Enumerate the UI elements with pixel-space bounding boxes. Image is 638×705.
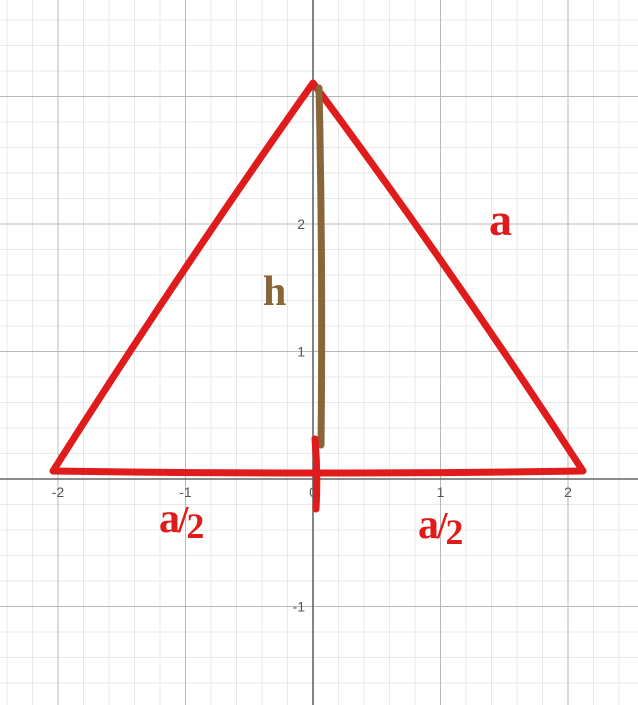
label-a-half-right: a/2 (418, 501, 463, 553)
svg-text:-2: -2 (52, 484, 65, 500)
svg-text:2: 2 (564, 484, 572, 500)
label-a-half-left: a/2 (159, 495, 204, 547)
origin-mark (315, 439, 317, 509)
axis-labels: -2-1012-112 (52, 216, 572, 615)
label-a: a (489, 193, 512, 246)
graph-canvas: -2-1012-112 (0, 0, 638, 705)
svg-text:2: 2 (297, 216, 305, 232)
label-h: h (263, 268, 286, 316)
height-line (319, 88, 322, 445)
svg-text:1: 1 (297, 344, 305, 360)
svg-text:-1: -1 (293, 599, 306, 615)
svg-text:1: 1 (437, 484, 445, 500)
